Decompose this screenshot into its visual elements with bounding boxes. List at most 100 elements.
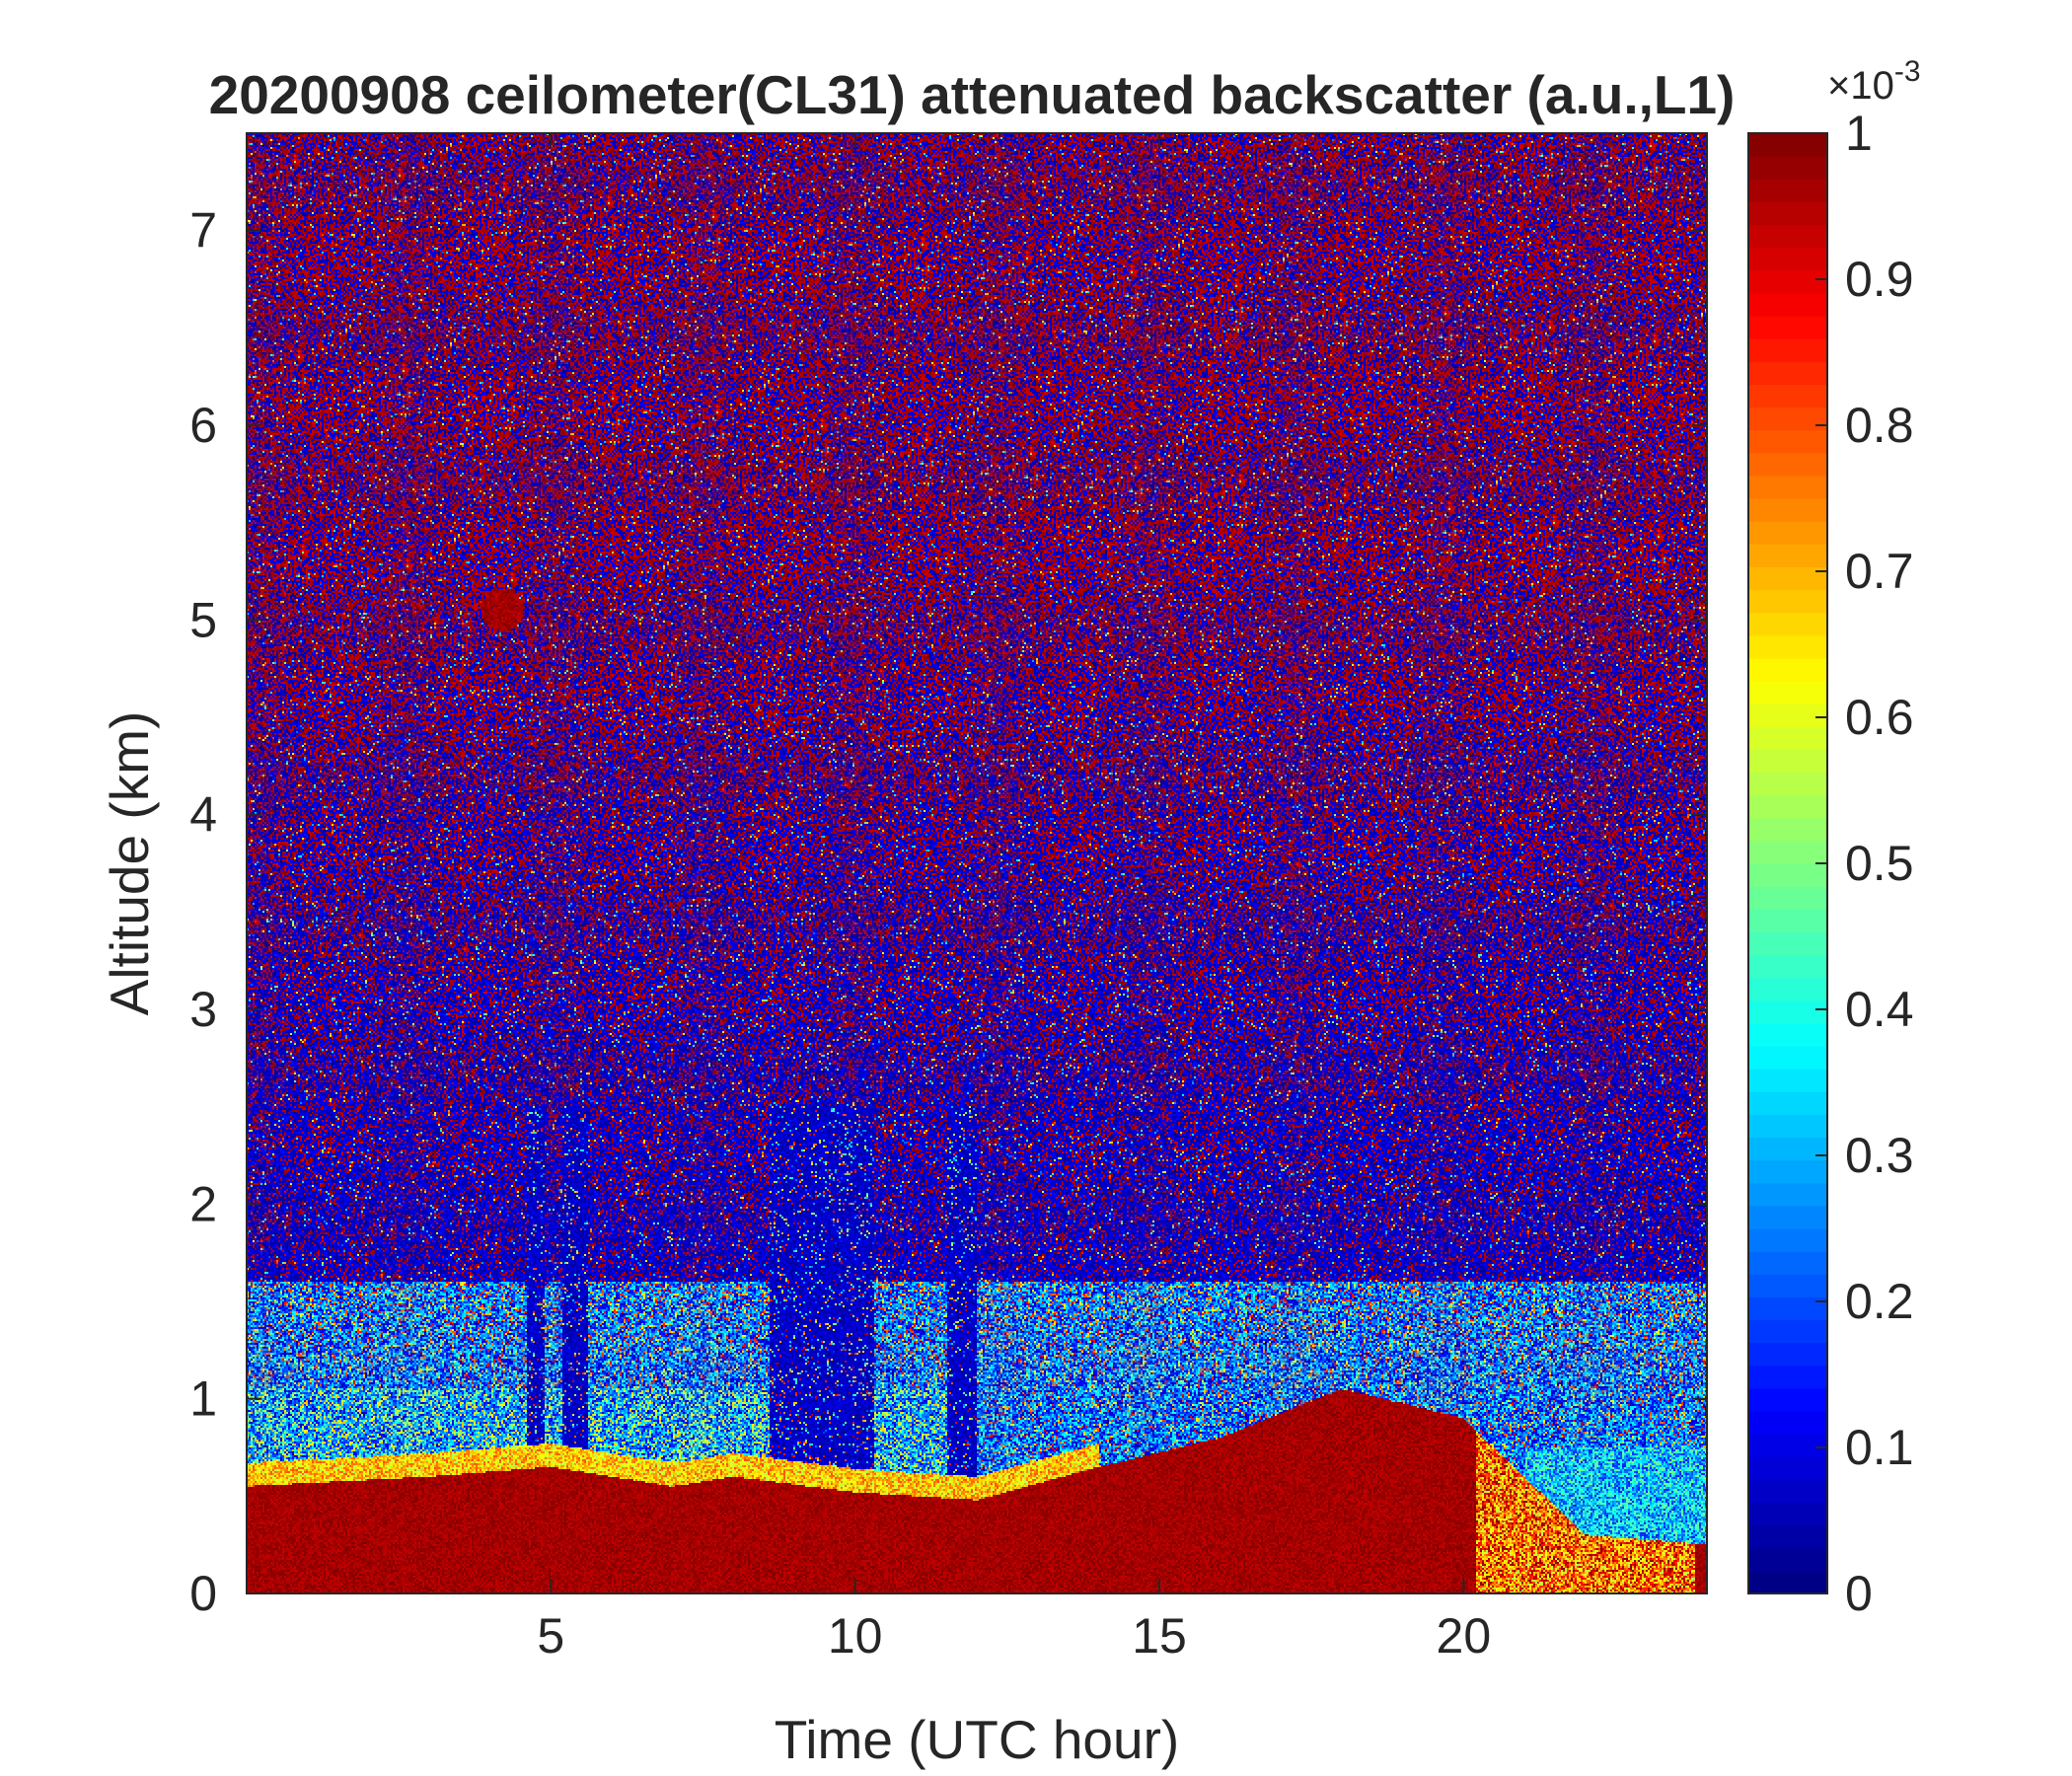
colorbar-tick-label: 0.3 — [1845, 1128, 1914, 1183]
colorbar-step — [1748, 475, 1827, 499]
colorbar-step — [1748, 544, 1827, 567]
colorbar-step — [1748, 247, 1827, 271]
colorbar-step — [1748, 999, 1827, 1024]
y-tick-label: 1 — [189, 1371, 217, 1427]
colorbar-step — [1748, 224, 1827, 249]
y-tick-label: 5 — [189, 592, 217, 647]
colorbar-step — [1748, 133, 1827, 157]
colorbar-step — [1748, 612, 1827, 636]
colorbar-step — [1748, 1502, 1827, 1526]
colorbar-step — [1748, 772, 1827, 796]
y-tick-label: 7 — [189, 203, 217, 259]
x-tick-label: 20 — [1437, 1608, 1492, 1664]
x-tick-label: 10 — [828, 1608, 883, 1664]
colorbar-step — [1748, 156, 1827, 180]
colorbar-step — [1748, 1342, 1827, 1367]
colorbar-step — [1748, 863, 1827, 887]
colorbar-step — [1748, 657, 1827, 682]
colorbar-tick-label: 0.5 — [1845, 836, 1914, 891]
colorbar-step — [1748, 1274, 1827, 1297]
y-axis-label: Altitude (km) — [99, 711, 160, 1016]
colorbar-tick-label: 0.6 — [1845, 690, 1914, 745]
x-axis-label: Time (UTC hour) — [775, 1709, 1180, 1770]
colorbar-tick-label: 0.1 — [1845, 1420, 1914, 1475]
colorbar-step — [1748, 909, 1827, 932]
plot-frame — [246, 132, 1708, 1594]
colorbar-step — [1748, 1434, 1827, 1457]
colorbar: 0 0.1 0.2 0.3 0.4 0.5 0.6 0.7 0.8 0.9 1 ×10-3 — [1747, 55, 1921, 1621]
colorbar-ticks: 0 0.1 0.2 0.3 0.4 0.5 0.6 0.7 0.8 0.9 1 — [1815, 106, 1914, 1621]
colorbar-step — [1748, 269, 1827, 294]
colorbar-step — [1748, 794, 1827, 819]
colorbar-step — [1748, 1296, 1827, 1321]
colorbar-tick-label: 0.7 — [1845, 544, 1914, 599]
colorbar-step — [1748, 566, 1827, 591]
colorbar-step — [1748, 1479, 1827, 1504]
colorbar-exponent-power: -3 — [1894, 55, 1921, 88]
colorbar-step — [1748, 1182, 1827, 1207]
colorbar-step — [1748, 749, 1827, 774]
x-tick-label: 5 — [537, 1608, 564, 1664]
colorbar-gradient — [1748, 133, 1827, 1594]
colorbar-exponent-label: ×10-3 — [1827, 55, 1921, 108]
colorbar-step — [1748, 452, 1827, 477]
colorbar-step — [1748, 179, 1827, 202]
colorbar-tick-label: 0.9 — [1845, 252, 1914, 307]
plot-area — [247, 133, 1707, 1593]
y-tick-label: 0 — [189, 1566, 217, 1621]
colorbar-step — [1748, 292, 1827, 317]
colorbar-step — [1748, 1524, 1827, 1549]
colorbar-step — [1748, 1091, 1827, 1115]
colorbar-tick-label: 1 — [1845, 106, 1873, 161]
chart-title: 20200908 ceilometer(CL31) attenuated bac… — [209, 64, 1736, 125]
colorbar-step — [1748, 1022, 1827, 1047]
x-tick-label: 15 — [1132, 1608, 1187, 1664]
colorbar-step — [1748, 1228, 1827, 1252]
y-tick-label: 4 — [189, 787, 217, 843]
colorbar-step — [1748, 1365, 1827, 1389]
colorbar-step — [1748, 954, 1827, 979]
colorbar-step — [1748, 931, 1827, 956]
colorbar-step — [1748, 1411, 1827, 1435]
colorbar-step — [1748, 384, 1827, 408]
colorbar-step — [1748, 338, 1827, 362]
colorbar-step — [1748, 429, 1827, 454]
colorbar-step — [1748, 817, 1827, 842]
colorbar-step — [1748, 201, 1827, 226]
colorbar-step — [1748, 703, 1827, 727]
colorbar-step — [1748, 407, 1827, 431]
colorbar-step — [1748, 1456, 1827, 1480]
colorbar-step — [1748, 1547, 1827, 1572]
colorbar-step — [1748, 1069, 1827, 1092]
y-axis-ticks: 0 1 2 3 4 5 6 7 — [189, 203, 1707, 1621]
colorbar-step — [1748, 1251, 1827, 1275]
colorbar-step — [1748, 977, 1827, 1001]
colorbar-step — [1748, 1387, 1827, 1412]
colorbar-step — [1748, 521, 1827, 545]
colorbar-step — [1748, 1114, 1827, 1139]
colorbar-step — [1748, 886, 1827, 910]
colorbar-step — [1748, 681, 1827, 704]
y-tick-label: 6 — [189, 398, 217, 453]
colorbar-step — [1748, 1137, 1827, 1161]
colorbar-step — [1748, 316, 1827, 339]
colorbar-step — [1748, 634, 1827, 659]
colorbar-tick-label: 0.4 — [1845, 982, 1914, 1037]
colorbar-step — [1748, 589, 1827, 614]
colorbar-tick-label: 0.2 — [1845, 1274, 1914, 1329]
colorbar-step — [1748, 498, 1827, 522]
colorbar-step — [1748, 1159, 1827, 1184]
colorbar-tick-label: 0.8 — [1845, 398, 1914, 453]
colorbar-step — [1748, 1046, 1827, 1070]
colorbar-step — [1748, 726, 1827, 750]
colorbar-step — [1748, 361, 1827, 385]
backscatter-heatmap — [247, 133, 1707, 1593]
y-tick-label: 3 — [189, 982, 217, 1037]
colorbar-step — [1748, 1570, 1827, 1594]
colorbar-step — [1748, 1319, 1827, 1344]
colorbar-exponent-base: ×10 — [1827, 64, 1894, 108]
y-tick-label: 2 — [189, 1176, 217, 1231]
colorbar-step — [1748, 1205, 1827, 1229]
